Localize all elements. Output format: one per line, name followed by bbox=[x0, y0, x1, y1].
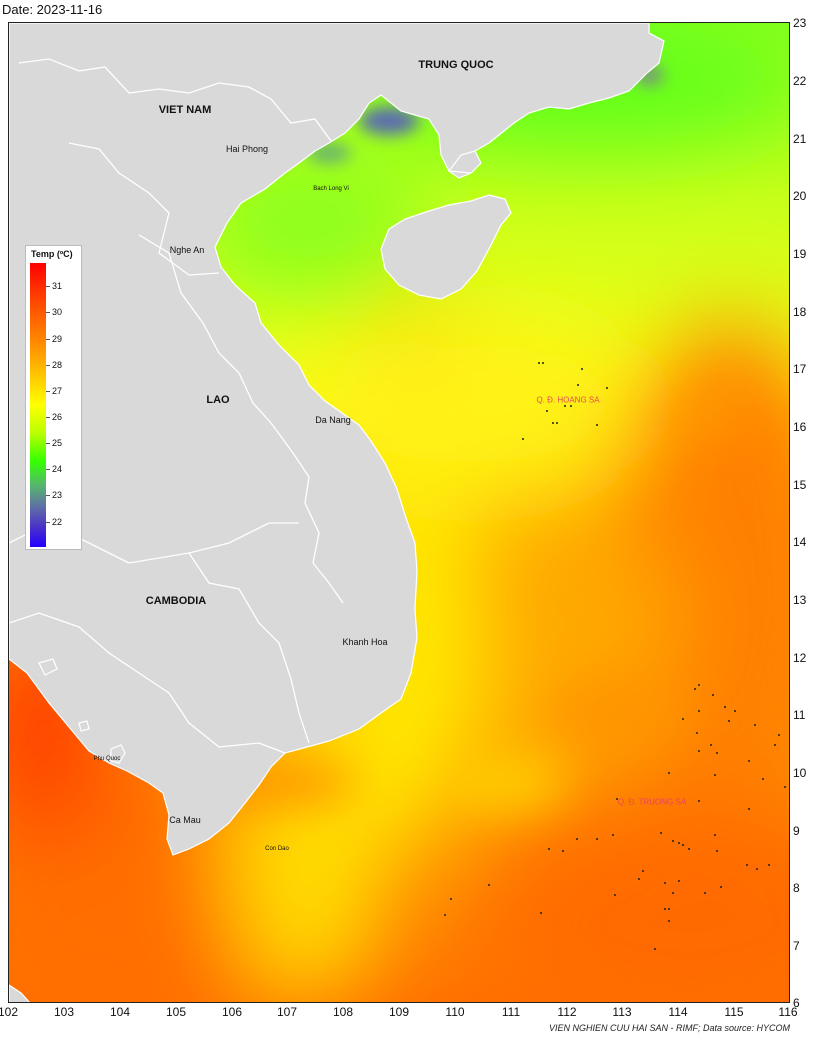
y-tick-label: 18 bbox=[793, 305, 807, 319]
legend-tick: 25 bbox=[45, 438, 63, 448]
date-label: Date: 2023-11-16 bbox=[2, 2, 103, 17]
x-tick-label: 116 bbox=[778, 1005, 798, 1019]
place-label-khanh-hoa: Khanh Hoa bbox=[342, 637, 388, 647]
x-tick-label: 102 bbox=[0, 1005, 19, 1019]
legend-tick: 22 bbox=[45, 517, 63, 527]
legend-tick: 27 bbox=[45, 386, 63, 396]
y-tick-label: 10 bbox=[793, 766, 807, 780]
land-masses bbox=[9, 23, 665, 1002]
country-label-china: TRUNG QUOC bbox=[418, 59, 494, 71]
country-label-cambodia: CAMBODIA bbox=[145, 595, 207, 607]
place-label-nghe-an: Nghe An bbox=[169, 245, 205, 255]
x-tick-label: 114 bbox=[668, 1005, 688, 1019]
temperature-legend: Temp (ºC) 31 30 29 28 27 26 25 24 23 22 bbox=[25, 245, 82, 550]
place-label-con-dao: Con Dao bbox=[265, 846, 289, 852]
legend-tick: 24 bbox=[45, 464, 63, 474]
y-tick-label: 23 bbox=[793, 16, 807, 30]
sst-map-canvas bbox=[9, 23, 789, 1002]
place-label-bach-long-vi: Bach Long Vi bbox=[313, 186, 349, 192]
archipelago-label-truong-sa: Q. Đ. TRUONG SA bbox=[617, 797, 687, 807]
place-label-da-nang: Da Nang bbox=[315, 415, 351, 425]
y-tick-label: 7 bbox=[793, 939, 800, 953]
x-tick-label: 105 bbox=[165, 1005, 187, 1019]
x-tick-label: 103 bbox=[53, 1005, 75, 1019]
legend-tick: 29 bbox=[45, 334, 63, 344]
mainland bbox=[9, 23, 665, 856]
y-tick-label: 9 bbox=[793, 824, 800, 838]
x-tick-label: 108 bbox=[332, 1005, 354, 1019]
y-tick-label: 22 bbox=[793, 74, 807, 88]
legend-tick: 30 bbox=[45, 307, 63, 317]
country-label-laos: LAO bbox=[206, 394, 230, 406]
x-tick-label: 106 bbox=[221, 1005, 243, 1019]
y-tick-label: 21 bbox=[793, 132, 807, 146]
y-tick-label: 13 bbox=[793, 593, 807, 607]
y-tick-label: 11 bbox=[793, 708, 806, 722]
national-borders bbox=[9, 58, 344, 754]
y-tick-label: 19 bbox=[793, 247, 807, 261]
archipelago-label-hoang-sa: Q. Đ. HOANG SA bbox=[536, 395, 600, 405]
y-tick-label: 20 bbox=[793, 189, 807, 203]
x-tick-label: 104 bbox=[109, 1005, 131, 1019]
x-tick-label: 109 bbox=[388, 1005, 410, 1019]
y-tick-label: 15 bbox=[793, 478, 807, 492]
x-tick-label: 107 bbox=[276, 1005, 298, 1019]
place-label-phu-quoc: Phu Quoc bbox=[93, 756, 121, 762]
sst-map: TRUNG QUOC VIET NAM LAO CAMBODIA Hai Pho… bbox=[8, 22, 790, 1003]
y-tick-label: 17 bbox=[793, 362, 807, 376]
legend-tick: 28 bbox=[45, 360, 63, 370]
x-tick-label: 112 bbox=[557, 1005, 577, 1019]
data-source-credit: VIEN NGHIEN CUU HAI SAN - RIMF; Data sou… bbox=[548, 1023, 790, 1033]
y-tick-label: 8 bbox=[793, 881, 800, 895]
hainan-island bbox=[380, 194, 512, 300]
place-label-ca-mau: Ca Mau bbox=[169, 815, 201, 825]
x-tick-label: 111 bbox=[501, 1005, 521, 1019]
y-tick-label: 12 bbox=[793, 651, 807, 665]
island-dots bbox=[444, 362, 786, 950]
legend-color-bar bbox=[30, 263, 46, 547]
x-tick-label: 113 bbox=[612, 1005, 632, 1019]
y-tick-label: 16 bbox=[793, 420, 807, 434]
x-tick-label: 110 bbox=[445, 1005, 465, 1019]
y-tick-label: 6 bbox=[793, 996, 800, 1010]
legend-title: Temp (ºC) bbox=[31, 249, 73, 259]
place-label-hai-phong: Hai Phong bbox=[225, 144, 269, 154]
y-tick-label: 14 bbox=[793, 535, 807, 549]
x-tick-label: 115 bbox=[724, 1005, 744, 1019]
legend-tick: 23 bbox=[45, 490, 63, 500]
country-label-vietnam: VIET NAM bbox=[158, 104, 212, 116]
legend-tick: 26 bbox=[45, 412, 63, 422]
legend-tick: 31 bbox=[45, 281, 63, 291]
